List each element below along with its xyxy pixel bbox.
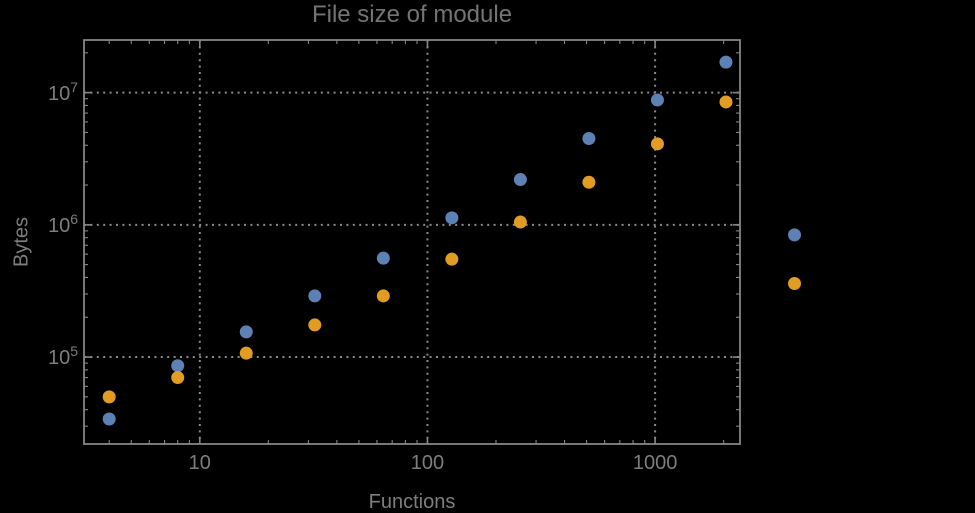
y-tick-label: 107 xyxy=(47,78,78,105)
x-axis-label: Functions xyxy=(368,491,456,513)
data-point xyxy=(376,289,390,303)
data-point xyxy=(719,55,733,69)
data-point xyxy=(650,93,664,107)
data-point xyxy=(650,137,664,151)
data-point xyxy=(788,277,802,291)
data-point xyxy=(513,173,527,187)
y-tick-label: 106 xyxy=(47,210,78,237)
gridlines xyxy=(84,40,740,444)
axis-ticks xyxy=(84,40,740,444)
frame-rect xyxy=(83,39,741,445)
y-tick-label: 105 xyxy=(47,343,78,369)
x-tick-label: 10 xyxy=(188,452,211,474)
series-series-2-orange xyxy=(102,95,802,404)
series-series-1-blue xyxy=(102,55,802,426)
chart-title: File size of module xyxy=(311,1,513,28)
data-point xyxy=(582,175,596,189)
x-tick-label: 1000 xyxy=(632,452,678,474)
data-point xyxy=(788,228,802,242)
data-point xyxy=(513,215,527,229)
data-point xyxy=(171,371,185,385)
data-point xyxy=(376,251,390,265)
data-point xyxy=(102,412,116,426)
data-point xyxy=(239,325,253,339)
data-point xyxy=(445,211,459,225)
data-point xyxy=(445,252,459,266)
data-point xyxy=(308,318,322,332)
data-point xyxy=(171,359,185,373)
data-point xyxy=(719,95,733,109)
data-point xyxy=(102,390,116,404)
x-tick-label: 100 xyxy=(410,452,445,474)
data-point xyxy=(239,346,253,360)
data-point xyxy=(582,131,596,145)
data-point xyxy=(308,289,322,303)
